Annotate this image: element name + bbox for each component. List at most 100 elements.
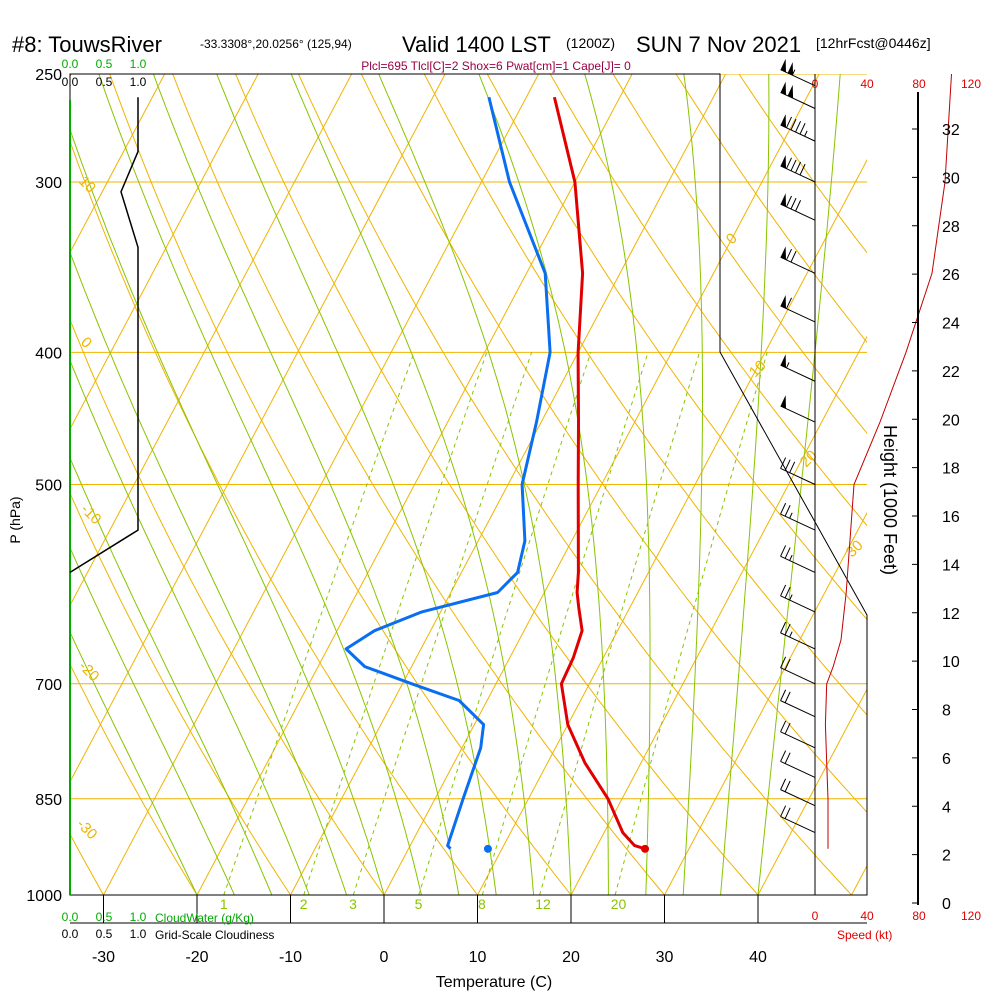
- wind-barb-flag: [780, 354, 786, 368]
- wind-barb-flag: [780, 114, 786, 128]
- height-tick-label: 0: [942, 896, 951, 913]
- wind-barb-flag: [780, 395, 786, 409]
- wind-barb-feather: [784, 780, 791, 792]
- wind-barb-staff: [780, 760, 816, 778]
- adiabat-label: -30: [73, 816, 100, 843]
- adiabat-label: 10: [75, 173, 99, 197]
- height-axis-label: Height (1000 Feet): [880, 425, 900, 575]
- sounding-series: [69, 96, 650, 853]
- dry-adiabat-line: [70, 318, 385, 895]
- wind-barb-flag: [780, 81, 786, 95]
- cloudwater-label: CloudWater (g/Kg): [155, 911, 254, 925]
- wind-barb: [780, 689, 816, 718]
- wind-barb-feather: [784, 658, 791, 671]
- height-tick-label: 8: [942, 703, 951, 720]
- height-tick-label: 24: [942, 316, 960, 333]
- temperature-tick-label: -20: [185, 949, 208, 966]
- wind-barb-staff: [780, 555, 816, 573]
- wind-barb-feather: [785, 248, 792, 261]
- height-tick-label: 4: [942, 799, 951, 816]
- dry-adiabat-line: [70, 833, 105, 895]
- wind-barb-feather: [795, 120, 802, 133]
- pressure-tick-label: 850: [35, 792, 62, 809]
- height-tick-label: 26: [942, 267, 960, 284]
- pressure-axis-label: P (hPa): [7, 496, 23, 543]
- pressure-tick-label: 500: [35, 478, 62, 495]
- wind-barb-flag: [780, 58, 786, 73]
- pressure-tick-label: 700: [35, 677, 62, 694]
- wind-barb: [780, 295, 816, 323]
- wind-barb-feather: [785, 116, 792, 129]
- adiabat-label: 30: [843, 537, 867, 561]
- wind-barb: [780, 58, 816, 87]
- wind-barb-flag: [780, 193, 786, 207]
- cloud-scale-label: 0.5: [96, 927, 113, 941]
- moist-adiabat-line: [757, 74, 841, 895]
- header-forecast: [12hrFcst@0446z]: [816, 35, 931, 51]
- wind-barb: [780, 750, 816, 778]
- wind-barb-feather: [785, 297, 792, 309]
- moist-adiabat-line: [478, 74, 609, 895]
- wind-barb-feather: [790, 159, 797, 171]
- wind-barb: [780, 778, 816, 807]
- temperature-tick-label: 40: [749, 949, 767, 966]
- series-dewpoint-line: [344, 96, 552, 850]
- moist-adiabat-line: [98, 74, 422, 895]
- wind-barb-feather: [780, 689, 787, 701]
- pressure-tick-label: 250: [35, 67, 62, 84]
- wind-barb: [780, 656, 816, 685]
- speed-tick-label: 80: [912, 909, 926, 923]
- wind-barb-flag: [787, 62, 794, 76]
- wind-barb-feather: [784, 459, 791, 471]
- dry-adiabat-line: [612, 74, 867, 435]
- wind-barb-feather: [780, 750, 787, 762]
- isotherm-line: [757, 688, 867, 895]
- wind-barb-staff: [780, 165, 816, 183]
- wind-barb: [780, 354, 816, 382]
- wind-barb-staff: [780, 731, 816, 749]
- header-coords: -33.3308°,20.0256° (125,94): [200, 37, 352, 51]
- adiabat-label: 0: [77, 334, 95, 352]
- cloud-scale-label: 0.5: [96, 57, 113, 71]
- isotherm-line: [102, 74, 540, 895]
- wind-barb-feather: [784, 752, 791, 764]
- wind-barb-staff: [780, 700, 816, 718]
- temperature-tick-label: -10: [279, 949, 302, 966]
- wind-barb-feather: [780, 805, 787, 817]
- cloud-scale-label: 0.5: [96, 75, 113, 89]
- speed-axis-label: Speed (kt): [837, 928, 892, 942]
- isotherm-line: [476, 159, 867, 895]
- series-temperature-line: [552, 96, 646, 851]
- adiabat-label: -20: [75, 658, 102, 685]
- wind-barb-feather: [784, 547, 791, 559]
- wind-barb-half-feather: [785, 362, 790, 369]
- cloud-scale-label: 1.0: [130, 910, 147, 924]
- temperature-tick-label: 20: [562, 949, 580, 966]
- dry-adiabat-line: [549, 74, 867, 527]
- cloud-scale-label: 1.0: [130, 57, 147, 71]
- cloud-scale-label: 0.5: [96, 910, 113, 924]
- header-valid: Valid 1400 LST: [402, 32, 551, 57]
- wind-barb-feather: [784, 691, 791, 703]
- dry-adiabat-line: [172, 74, 666, 895]
- adiabat-label: -10: [77, 501, 104, 528]
- wind-barb-staff: [780, 203, 816, 221]
- wind-barb-feather: [784, 623, 791, 636]
- moist-adiabat-line: [682, 74, 703, 895]
- wind-barb-feather: [780, 545, 787, 557]
- mixing-ratio-label: 20: [611, 896, 627, 912]
- mixing-ratio-line: [418, 352, 592, 895]
- cloud-scale-label: 1.0: [130, 927, 147, 941]
- dry-adiabat-line: [70, 492, 292, 895]
- wind-barb-staff: [780, 124, 816, 142]
- wind-barb: [780, 545, 816, 573]
- isotherm-line: [0, 0, 48, 924]
- cloud-scale-label: 0.0: [62, 910, 79, 924]
- dry-adiabat-line: [486, 74, 867, 621]
- cloud-scale-label: 0.0: [62, 927, 79, 941]
- series-cloudiness-line: [69, 97, 139, 574]
- dry-adiabat-line: [297, 74, 853, 895]
- wind-barb-feather: [789, 461, 796, 473]
- moist-adiabat-line: [70, 250, 348, 895]
